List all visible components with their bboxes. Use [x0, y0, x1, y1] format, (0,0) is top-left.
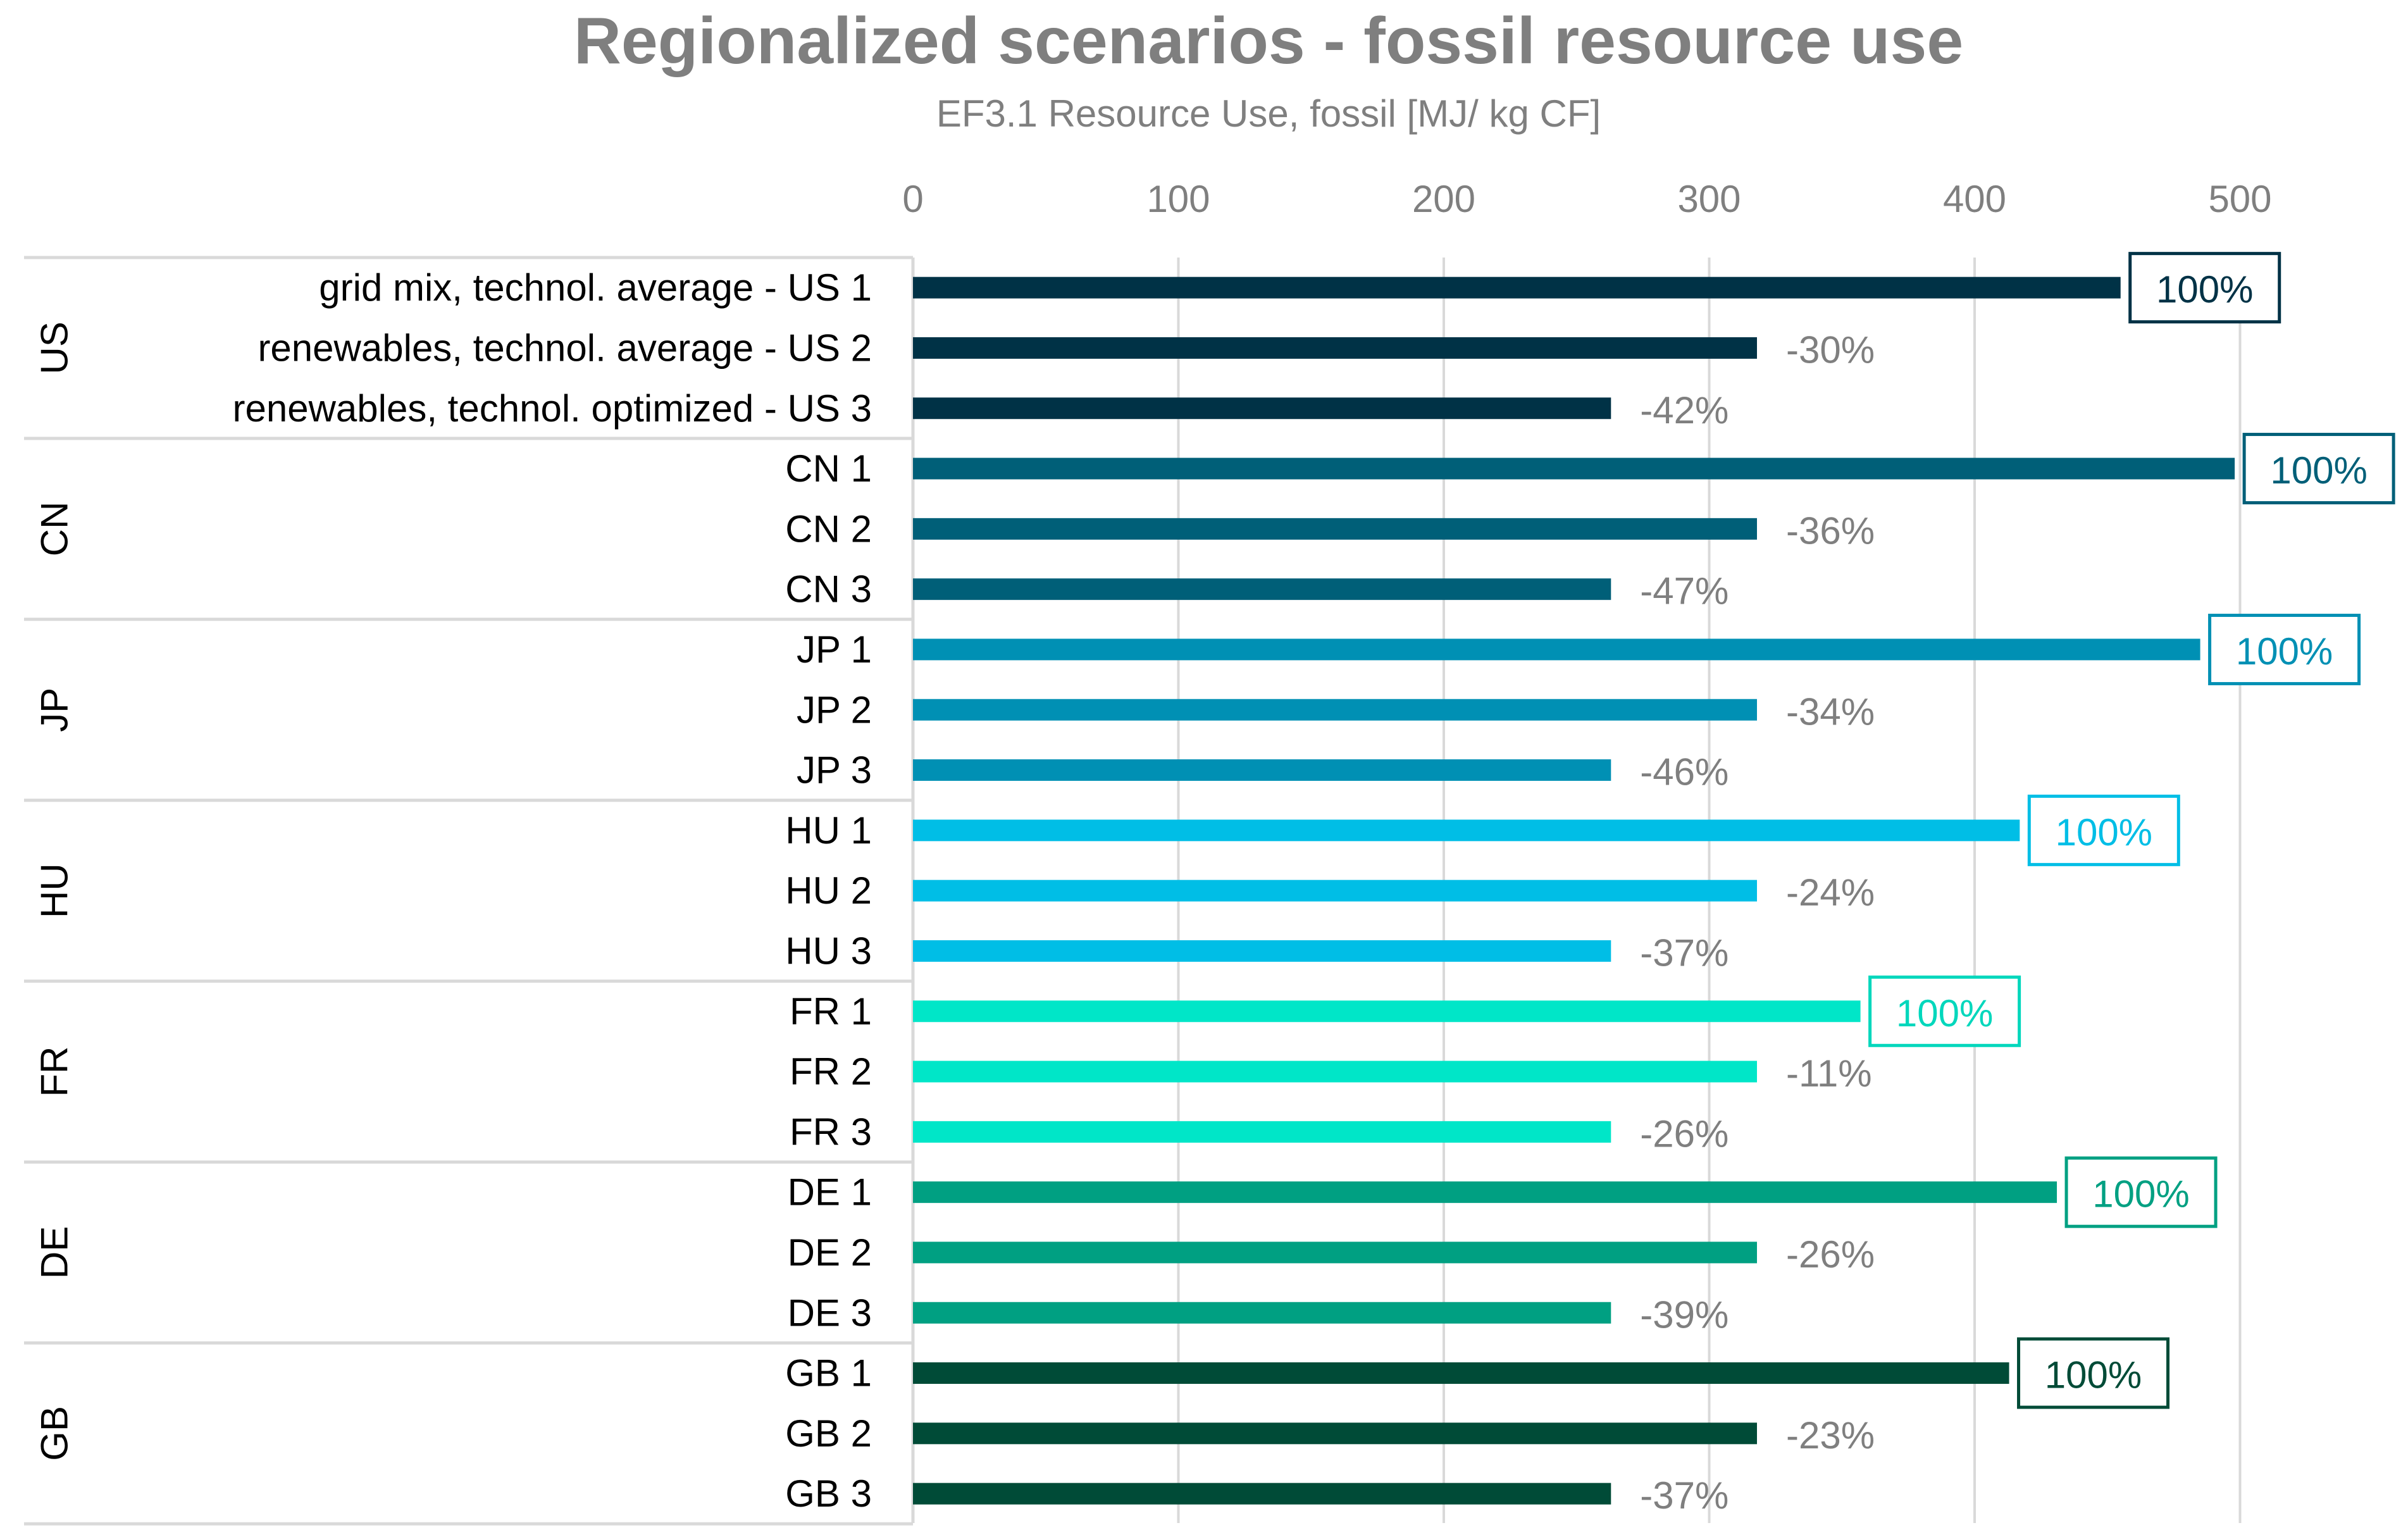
category-label: CN 3	[785, 568, 872, 611]
bar	[913, 578, 1611, 600]
change-label: -23%	[1786, 1414, 1875, 1457]
x-tick-label: 300	[1677, 178, 1741, 220]
baseline-label: 100%	[2056, 811, 2152, 854]
data-labels: 100% -30% -42% 100% -36% -47% 100% -34% -46% 100%…	[1640, 252, 2395, 1517]
bar	[913, 1362, 2009, 1384]
category-label: DE 1	[788, 1171, 872, 1214]
bars	[913, 277, 2235, 1505]
group-label: CN	[34, 502, 76, 557]
change-label: -39%	[1640, 1293, 1728, 1336]
category-frame	[24, 256, 913, 1526]
group-label: HU	[34, 863, 76, 918]
bar	[913, 880, 1758, 902]
baseline-label: 100%	[2236, 630, 2333, 673]
category-label: DE 2	[788, 1231, 872, 1274]
baseline-label-box	[2242, 433, 2395, 505]
category-label: GB 1	[785, 1352, 872, 1395]
bar	[913, 1000, 1861, 1023]
change-label: -36%	[1786, 509, 1875, 552]
x-tick-label: 200	[1412, 178, 1475, 220]
chart-subtitle: EF3.1 Resource Use, fossil [MJ/ kg CF]	[936, 92, 1601, 135]
group-label: FR	[34, 1047, 76, 1097]
category-label: CN 2	[785, 507, 872, 550]
x-tick-label: 100	[1146, 178, 1210, 220]
baseline-label-box	[2017, 1337, 2170, 1409]
change-label: -37%	[1640, 1474, 1728, 1517]
x-tick-label: 400	[1943, 178, 2006, 220]
baseline-label-box	[2064, 1156, 2218, 1228]
bar	[913, 457, 2235, 480]
baseline-label-box	[2027, 794, 2180, 866]
bar	[913, 1060, 1758, 1083]
bar	[913, 518, 1758, 540]
change-label: -46%	[1640, 751, 1728, 793]
category-label: JP 2	[797, 688, 872, 731]
category-label: FR 3	[790, 1110, 872, 1153]
category-label: FR 1	[790, 990, 872, 1033]
group-label: DE	[34, 1226, 76, 1279]
baseline-label: 100%	[2156, 268, 2253, 311]
category-label: GB 2	[785, 1412, 872, 1455]
change-label: -24%	[1786, 871, 1875, 914]
chart-title: Regionalized scenarios - fossil resource…	[574, 4, 1963, 78]
x-tick-label: 500	[2208, 178, 2271, 220]
change-label: -42%	[1640, 389, 1728, 432]
change-label: -26%	[1640, 1112, 1728, 1155]
bar	[913, 1483, 1611, 1505]
bar	[913, 277, 2121, 299]
change-label: -11%	[1786, 1052, 1872, 1095]
category-label: JP 3	[797, 749, 872, 792]
bar	[913, 940, 1611, 962]
baseline-label-box	[2208, 613, 2361, 685]
baseline-label: 100%	[2045, 1354, 2142, 1396]
category-label: DE 3	[788, 1291, 872, 1334]
baseline-label: 100%	[1896, 992, 1993, 1035]
category-label: FR 2	[790, 1050, 872, 1093]
change-label: -34%	[1786, 690, 1875, 733]
category-label: CN 1	[785, 447, 872, 490]
category-label: grid mix, technol. average - US 1	[319, 266, 872, 309]
change-label: -47%	[1640, 570, 1728, 613]
bar	[913, 1241, 1758, 1264]
category-labels: grid mix, technol. average - US 1 renewab…	[232, 266, 872, 1515]
category-label: HU 1	[785, 809, 872, 852]
category-label: GB 3	[785, 1472, 872, 1515]
change-label: -37%	[1640, 931, 1728, 974]
bar	[913, 638, 2200, 661]
baseline-label-box	[2128, 252, 2281, 324]
change-label: -26%	[1786, 1233, 1875, 1276]
bar	[913, 397, 1611, 420]
category-label: JP 1	[797, 628, 872, 671]
group-label: US	[34, 321, 76, 374]
baseline-label: 100%	[2092, 1173, 2189, 1216]
category-label: HU 3	[785, 930, 872, 972]
group-labels: US CN JP HU FR DE GB	[34, 321, 76, 1460]
baseline-label: 100%	[2270, 449, 2367, 492]
group-label: GB	[34, 1406, 76, 1461]
bar	[913, 1302, 1611, 1324]
bar	[913, 1422, 1758, 1445]
category-label: HU 2	[785, 869, 872, 912]
bar	[913, 1181, 2057, 1203]
category-label: renewables, technol. average - US 2	[258, 327, 872, 369]
baseline-label-box	[1868, 975, 2021, 1047]
x-axis-ticks: 0 100 200 300 400 500	[902, 178, 2271, 220]
bar	[913, 759, 1611, 781]
bar	[913, 337, 1758, 359]
category-label: renewables, technol. optimized - US 3	[232, 387, 872, 430]
change-label: -30%	[1786, 328, 1875, 371]
x-tick-label: 0	[902, 178, 923, 220]
bar	[913, 1121, 1611, 1143]
group-label: JP	[34, 688, 76, 732]
bar	[913, 819, 2020, 842]
bar	[913, 699, 1758, 721]
